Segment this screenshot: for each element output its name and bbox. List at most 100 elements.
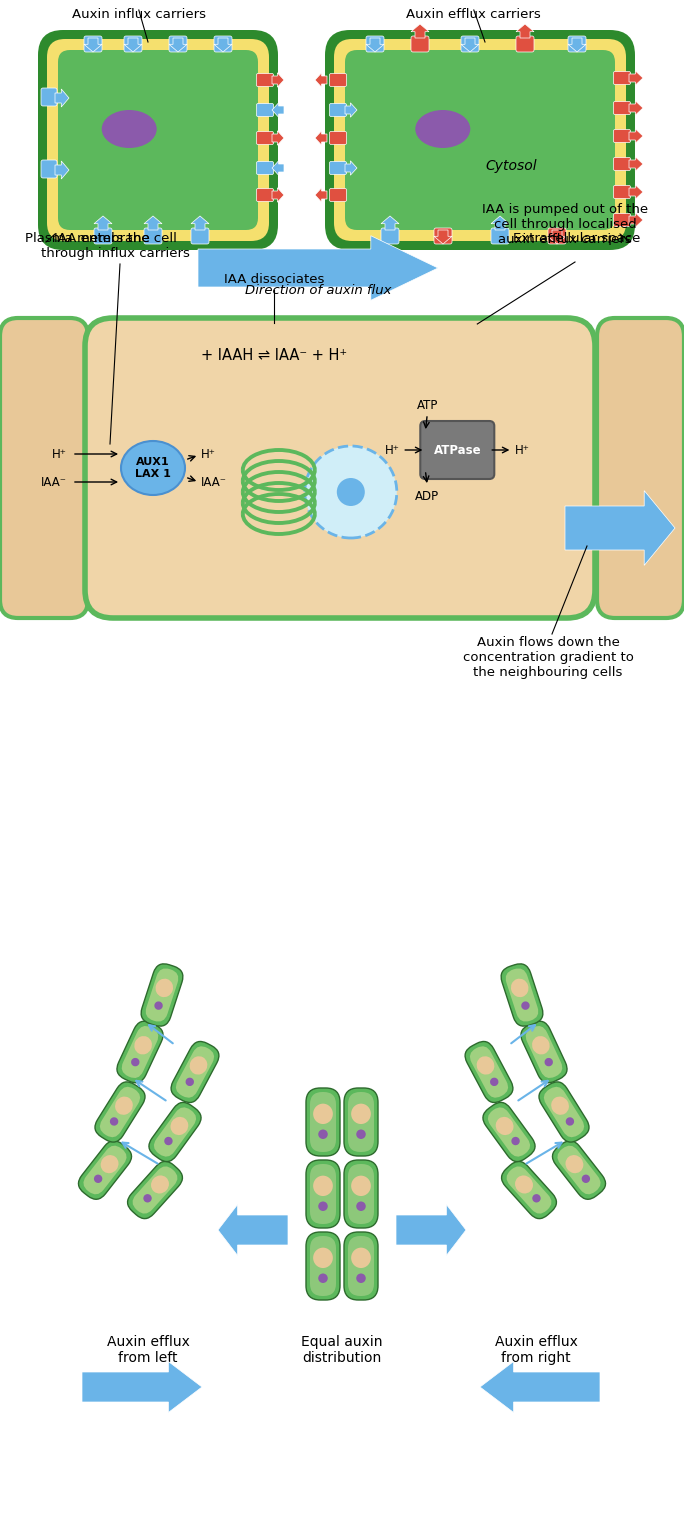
Text: H⁺: H⁺: [52, 448, 67, 460]
Polygon shape: [315, 188, 327, 202]
FancyBboxPatch shape: [501, 963, 543, 1026]
Ellipse shape: [477, 1057, 495, 1075]
Polygon shape: [191, 216, 209, 229]
Text: Auxin efflux
from right: Auxin efflux from right: [495, 1335, 577, 1365]
FancyBboxPatch shape: [191, 228, 209, 245]
Text: ATP: ATP: [417, 399, 438, 411]
FancyBboxPatch shape: [557, 1145, 601, 1194]
Circle shape: [566, 1118, 574, 1125]
Circle shape: [318, 1130, 328, 1139]
FancyBboxPatch shape: [141, 963, 183, 1026]
Ellipse shape: [313, 1176, 333, 1196]
Polygon shape: [214, 38, 232, 52]
FancyBboxPatch shape: [344, 1161, 378, 1228]
Circle shape: [337, 479, 365, 506]
FancyBboxPatch shape: [79, 1141, 131, 1199]
Circle shape: [94, 1174, 103, 1183]
FancyBboxPatch shape: [614, 101, 631, 115]
Polygon shape: [272, 73, 284, 87]
Polygon shape: [629, 101, 643, 115]
FancyBboxPatch shape: [614, 185, 631, 199]
FancyBboxPatch shape: [597, 318, 684, 618]
Circle shape: [318, 1274, 328, 1283]
Ellipse shape: [566, 1154, 583, 1173]
Polygon shape: [516, 24, 534, 38]
Polygon shape: [55, 161, 69, 179]
FancyBboxPatch shape: [330, 131, 347, 145]
FancyBboxPatch shape: [505, 968, 538, 1021]
FancyBboxPatch shape: [127, 1162, 183, 1219]
Ellipse shape: [351, 1176, 371, 1196]
Text: ADP: ADP: [415, 489, 439, 503]
Polygon shape: [315, 73, 327, 87]
Circle shape: [490, 1078, 499, 1086]
Ellipse shape: [313, 1248, 333, 1268]
Text: Auxin influx carriers: Auxin influx carriers: [72, 8, 206, 21]
Polygon shape: [629, 213, 643, 228]
FancyBboxPatch shape: [58, 50, 258, 229]
FancyBboxPatch shape: [348, 1164, 374, 1225]
Polygon shape: [345, 102, 357, 118]
Polygon shape: [568, 38, 586, 52]
FancyBboxPatch shape: [256, 73, 274, 87]
Text: AUX1
LAX 1: AUX1 LAX 1: [135, 457, 171, 479]
FancyBboxPatch shape: [381, 228, 399, 245]
Ellipse shape: [121, 440, 185, 495]
FancyBboxPatch shape: [133, 1167, 178, 1214]
Ellipse shape: [313, 1104, 333, 1124]
Polygon shape: [272, 188, 284, 202]
Text: ATPase: ATPase: [434, 443, 481, 457]
Polygon shape: [272, 102, 284, 118]
Ellipse shape: [115, 1096, 133, 1115]
FancyBboxPatch shape: [488, 1107, 530, 1157]
Polygon shape: [94, 216, 112, 229]
FancyBboxPatch shape: [256, 162, 274, 174]
FancyBboxPatch shape: [94, 228, 112, 245]
FancyBboxPatch shape: [539, 1083, 589, 1142]
FancyBboxPatch shape: [614, 130, 631, 142]
FancyBboxPatch shape: [171, 1041, 219, 1102]
Ellipse shape: [102, 110, 157, 148]
FancyBboxPatch shape: [330, 162, 347, 174]
Text: Equal auxin
distribution: Equal auxin distribution: [301, 1335, 383, 1365]
FancyBboxPatch shape: [41, 161, 57, 177]
Circle shape: [356, 1274, 366, 1283]
Text: H⁺: H⁺: [515, 443, 530, 457]
Polygon shape: [548, 229, 566, 245]
Ellipse shape: [415, 110, 471, 148]
Polygon shape: [396, 1205, 466, 1255]
Circle shape: [110, 1118, 118, 1125]
FancyBboxPatch shape: [306, 1161, 340, 1228]
FancyBboxPatch shape: [100, 1087, 140, 1138]
FancyBboxPatch shape: [345, 50, 615, 229]
FancyBboxPatch shape: [117, 1021, 163, 1083]
FancyBboxPatch shape: [95, 1083, 145, 1142]
Circle shape: [164, 1138, 172, 1145]
FancyBboxPatch shape: [306, 1089, 340, 1156]
FancyBboxPatch shape: [526, 1026, 562, 1078]
FancyBboxPatch shape: [614, 157, 631, 171]
FancyBboxPatch shape: [256, 188, 274, 202]
FancyBboxPatch shape: [614, 214, 631, 226]
Circle shape: [521, 1001, 529, 1009]
Circle shape: [356, 1130, 366, 1139]
Polygon shape: [565, 491, 675, 566]
Text: IAA enters the cell
through influx carriers: IAA enters the cell through influx carri…: [40, 232, 189, 260]
Ellipse shape: [189, 1057, 207, 1075]
Polygon shape: [629, 128, 643, 144]
FancyBboxPatch shape: [176, 1046, 214, 1098]
Polygon shape: [480, 1361, 600, 1413]
FancyBboxPatch shape: [348, 1092, 374, 1151]
Polygon shape: [82, 1361, 202, 1413]
FancyBboxPatch shape: [38, 31, 278, 251]
Circle shape: [512, 1138, 520, 1145]
FancyBboxPatch shape: [330, 73, 347, 87]
Circle shape: [155, 1001, 163, 1009]
FancyBboxPatch shape: [306, 1232, 340, 1300]
FancyBboxPatch shape: [348, 1235, 374, 1297]
FancyBboxPatch shape: [614, 72, 631, 84]
FancyBboxPatch shape: [149, 1102, 201, 1162]
Text: IAA is pumped out of the
cell through localised
auxin efflux carriers: IAA is pumped out of the cell through lo…: [482, 203, 648, 246]
FancyBboxPatch shape: [214, 37, 232, 52]
Polygon shape: [434, 229, 452, 245]
